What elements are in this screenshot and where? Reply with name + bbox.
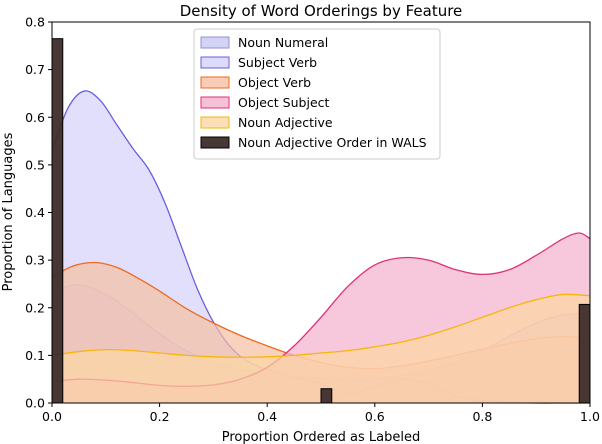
y-tick-label: 0.8 (25, 15, 45, 30)
legend-label: Noun Adjective (238, 115, 333, 130)
legend-label: Subject Verb (238, 55, 317, 70)
legend-label: Object Subject (238, 95, 330, 110)
x-tick-label: 0.0 (42, 409, 62, 424)
histogram-bar (320, 388, 333, 404)
legend: Noun Numeral Subject Verb Object Verb Objec… (193, 28, 441, 160)
legend-swatch (200, 96, 230, 109)
y-tick-label: 0.0 (25, 396, 45, 411)
x-tick-label: 0.8 (472, 409, 492, 424)
series-area (52, 294, 590, 403)
y-tick-label: 0.2 (25, 300, 45, 315)
legend-swatch (200, 56, 230, 69)
legend-swatch (200, 136, 230, 149)
series-line (51, 293, 591, 358)
y-tick-label: 0.7 (25, 62, 45, 77)
x-tick-label: 0.2 (150, 409, 170, 424)
legend-label: Noun Numeral (238, 35, 328, 50)
y-tick-label: 0.1 (25, 348, 45, 363)
series-layer (51, 38, 591, 404)
legend-item-object-subject: Object Subject (200, 95, 330, 110)
legend-item-noun-adjective-order-in-wals: Noun Adjective Order in WALS (200, 135, 427, 150)
x-tick-label: 1.0 (580, 409, 600, 424)
y-tick-label: 0.4 (25, 205, 45, 220)
legend-frame (193, 28, 441, 160)
y-tick-label: 0.3 (25, 253, 45, 268)
y-tick-label: 0.6 (25, 110, 45, 125)
histogram-bar (578, 303, 591, 404)
legend-item-noun-numeral: Noun Numeral (200, 35, 328, 50)
legend-swatch (200, 36, 230, 49)
x-tick-label: 0.6 (365, 409, 385, 424)
axes-layer: 0.0 0.2 0.4 0.6 0.8 1.0 0.0 0.1 0.2 0.3 0.4 0.5 0.6 0… (25, 15, 600, 425)
x-axis-label: Proportion Ordered as Labeled (222, 430, 420, 444)
series-noun-adjective (51, 293, 591, 403)
histogram-bar (51, 38, 64, 404)
legend-label: Object Verb (238, 75, 311, 90)
legend-swatch (200, 76, 230, 89)
x-tick-label: 0.4 (257, 409, 277, 424)
legend-swatch (200, 116, 230, 129)
chart-title: Density of Word Orderings by Feature (180, 2, 463, 20)
legend-label: Noun Adjective Order in WALS (238, 135, 427, 150)
y-axis-label: Proportion of Languages (1, 132, 16, 291)
legend-item-subject-verb: Subject Verb (200, 55, 317, 70)
y-tick-label: 0.5 (25, 157, 45, 172)
legend-item-object-verb: Object Verb (200, 75, 311, 90)
legend-item-noun-adjective: Noun Adjective (200, 115, 333, 130)
